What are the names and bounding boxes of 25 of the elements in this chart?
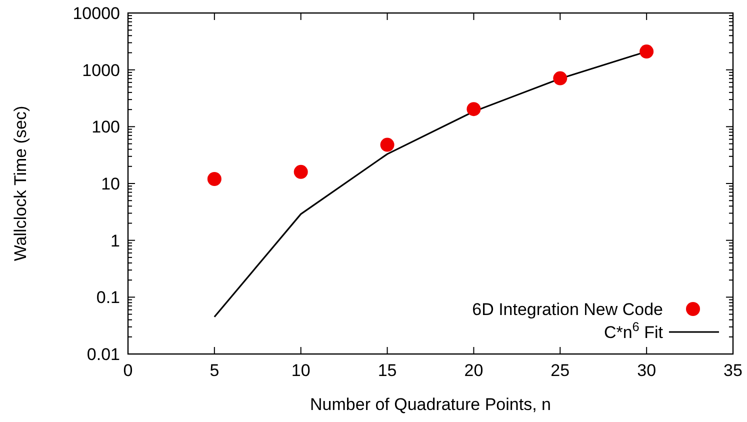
y-tick-label: 0.1 [96, 288, 120, 308]
x-axis-title: Number of Quadrature Points, n [310, 395, 551, 414]
y-tick-label: 1000 [82, 60, 120, 80]
y-tick-label: 1 [110, 231, 120, 250]
point [294, 164, 308, 179]
x-tick-label: 0 [123, 361, 133, 380]
x-tick-label: 35 [724, 361, 742, 380]
x-tick-label: 15 [378, 361, 397, 380]
legend-label: 6D Integration New Code [472, 300, 663, 319]
x-tick-label: 10 [291, 361, 310, 380]
point [553, 71, 568, 86]
y-axis-title: Wallclock Time (sec) [11, 106, 30, 262]
point [466, 102, 481, 116]
y-tick-label: 10000 [72, 4, 120, 23]
x-tick-label: 20 [464, 361, 484, 380]
point [640, 44, 654, 59]
y-tick-label: 100 [92, 118, 120, 137]
y-tick-label: 10 [101, 174, 120, 194]
y-tick-label: 0.01 [86, 345, 120, 364]
x-tick-label: 30 [637, 361, 656, 380]
legend-label: C*n$^{6}$ Fit [604, 318, 664, 342]
point [380, 138, 394, 152]
x-tick-label: 5 [210, 361, 220, 380]
point [207, 172, 222, 186]
x-tick-label: 25 [550, 361, 570, 380]
